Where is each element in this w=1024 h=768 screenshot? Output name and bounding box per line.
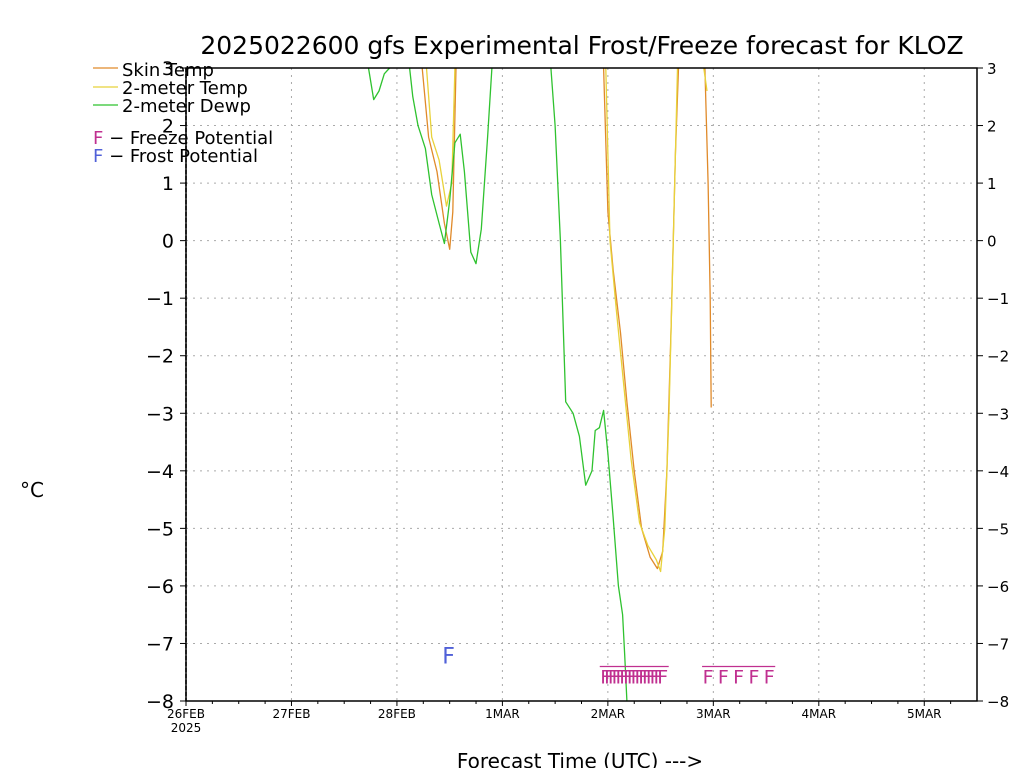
freeze-mark: F: [764, 667, 775, 689]
freeze-mark: F: [646, 667, 657, 689]
y-tick-label: −2: [146, 346, 174, 368]
x-tick-label: 3MAR: [696, 707, 731, 721]
series-line-skin-temp-seg-2: [704, 67, 712, 408]
y-tick-label: −3: [146, 403, 174, 425]
y-tick-label: 0: [162, 231, 174, 253]
series-line-2-meter-dewp-seg-2: [550, 67, 628, 702]
freeze-mark: F: [718, 667, 729, 689]
y-tick-label-right: 0: [987, 233, 997, 251]
freeze-mark: F: [600, 667, 611, 689]
freeze-mark: F: [627, 667, 638, 689]
x-tick-label: 28FEB: [378, 707, 416, 721]
series-line-2-meter-temp-seg-1: [605, 67, 679, 573]
freeze-mark: F: [619, 667, 630, 689]
x-tick-sublabel: 2025: [171, 721, 202, 735]
y-tick-label-right: −8: [987, 693, 1009, 711]
series-line-2-meter-dewp-seg-1: [408, 67, 493, 265]
y-tick-label-right: 2: [987, 118, 997, 136]
legend-freeze-potential: F − Freeze Potential: [93, 128, 273, 149]
y-tick-label-right: −5: [987, 520, 1009, 538]
freeze-mark: F: [653, 667, 664, 689]
legend-2m-temp-label: 2-meter Temp: [122, 78, 248, 99]
freeze-mark: F: [733, 667, 744, 689]
series-line-skin-temp-seg-0: [421, 67, 457, 250]
x-tick-label: 27FEB: [272, 707, 310, 721]
y-tick-label-right: −2: [987, 348, 1009, 366]
x-tick-label: 4MAR: [802, 707, 837, 721]
legend-freeze-text: − Freeze Potential: [103, 128, 273, 149]
series-line-skin-temp-seg-1: [602, 67, 680, 570]
freeze-mark: F: [623, 667, 634, 689]
legend-2m-dewp-label: 2-meter Dewp: [122, 96, 251, 117]
freeze-mark: F: [612, 667, 623, 689]
legend-skin-temp-label: Skin Temp: [122, 60, 214, 81]
y-axis-label: °C: [20, 478, 44, 502]
y-tick-label-right: 3: [987, 60, 997, 78]
x-tick-label: 5MAR: [907, 707, 942, 721]
legend-frost-potential: F − Frost Potential: [93, 146, 258, 167]
x-axis-label: Forecast Time (UTC) --->: [457, 749, 703, 768]
y-tick-label: −7: [146, 633, 174, 655]
plot-frame: [185, 67, 978, 702]
legend-frost-marker: F: [93, 146, 103, 167]
freeze-mark: F: [703, 667, 714, 689]
freeze-mark: F: [642, 667, 653, 689]
y-tick-label-right: −4: [987, 463, 1009, 481]
freeze-mark: F: [748, 667, 759, 689]
y-tick-label: −8: [146, 691, 174, 713]
freeze-mark: F: [608, 667, 619, 689]
series-line-2-meter-temp-seg-2: [703, 67, 708, 92]
y-tick-label-right: −6: [987, 578, 1009, 596]
y-tick-label-right: 1: [987, 175, 997, 193]
y-tick-label-right: −7: [987, 635, 1009, 653]
freeze-mark: F: [634, 667, 645, 689]
freeze-mark: F: [657, 667, 668, 689]
y-tick-label: −6: [146, 576, 174, 598]
freeze-mark: F: [631, 667, 642, 689]
freeze-mark: F: [615, 667, 626, 689]
legend-freeze-marker: F: [93, 128, 103, 149]
legend: Skin Temp 2-meter Temp 2-meter Dewp F − …: [93, 60, 273, 167]
x-tick-label: 2MAR: [591, 707, 626, 721]
y-tick-label: −1: [146, 288, 174, 310]
y-tick-label: −4: [146, 461, 174, 483]
series-line-2-meter-temp-seg-0: [425, 67, 456, 207]
freeze-mark: F: [638, 667, 649, 689]
y-tick-label: 3: [162, 58, 174, 80]
y-tick-label-right: −1: [987, 290, 1009, 308]
series-lines: [367, 67, 712, 702]
chart-title: 2025022600 gfs Experimental Frost/Freeze…: [200, 31, 963, 60]
series-line-2-meter-dewp-seg-0: [367, 67, 391, 101]
y-tick-label: −5: [146, 518, 174, 540]
y-tick-label-right: −3: [987, 405, 1009, 423]
grid-lines: [186, 68, 977, 701]
freeze-mark: F: [650, 667, 661, 689]
x-tick-label: 1MAR: [485, 707, 520, 721]
legend-frost-text: − Frost Potential: [103, 146, 258, 167]
frost-mark: F: [442, 645, 455, 670]
freeze-mark: F: [604, 667, 615, 689]
axes: −8 −8 −7 −7 −6 −6 −5 −5 −4 −4 −3 −3 −2 −2 −1 −1 0 0 1 1 2 2 3 3…: [146, 58, 1009, 735]
y-tick-label: 1: [162, 173, 174, 195]
x-tick-label: 26FEB: [167, 707, 205, 721]
y-tick-label: 2: [162, 116, 174, 138]
